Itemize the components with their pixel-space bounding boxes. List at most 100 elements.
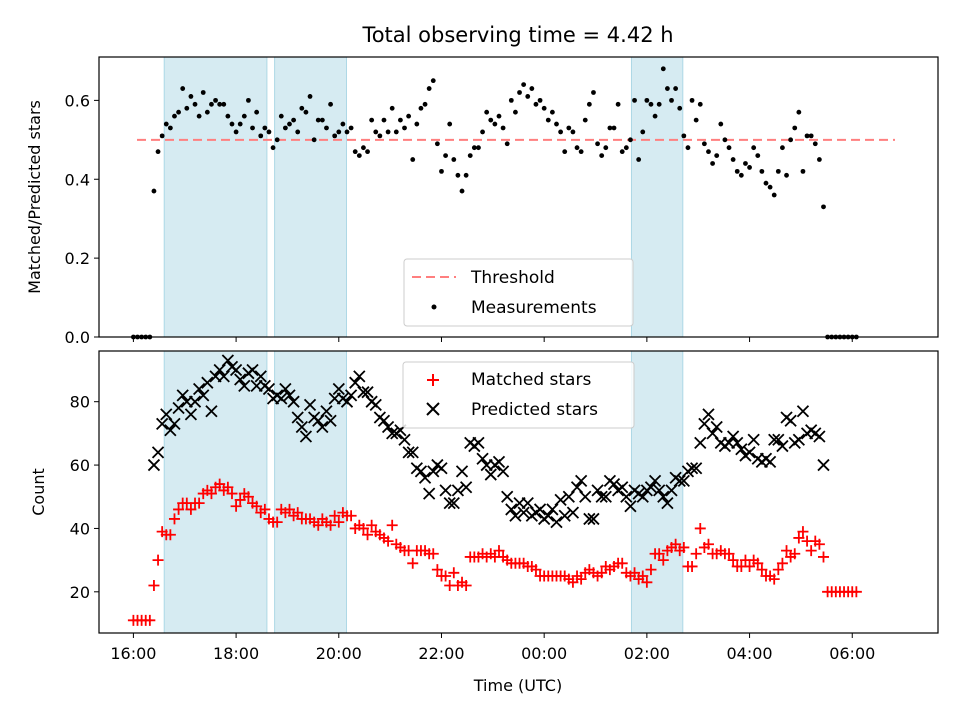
measurement-point bbox=[303, 109, 309, 115]
matched-star-point bbox=[168, 513, 180, 525]
measurement-point bbox=[369, 117, 375, 123]
predicted-star-point bbox=[217, 370, 230, 383]
measurement-point bbox=[767, 184, 773, 190]
predicted-star-point bbox=[476, 452, 489, 465]
predicted-star-point bbox=[427, 465, 440, 478]
predicted-star-point bbox=[501, 490, 514, 503]
measurement-point bbox=[796, 109, 802, 115]
predicted-star-point bbox=[262, 382, 276, 396]
matched-star-point bbox=[357, 522, 369, 534]
predicted-star-point bbox=[484, 468, 497, 481]
measurement-point bbox=[665, 86, 670, 91]
predicted-star-point bbox=[595, 490, 608, 503]
predicted-stars-series bbox=[147, 354, 830, 529]
top-y-ticks: 0.0 0.2 0.4 0.6 bbox=[65, 91, 99, 347]
measurement-point bbox=[217, 101, 223, 107]
matched-star-point bbox=[776, 557, 788, 569]
predicted-star-point bbox=[344, 389, 358, 402]
measurement-point bbox=[644, 97, 650, 103]
predicted-star-point bbox=[620, 490, 633, 503]
predicted-star-point bbox=[796, 405, 810, 418]
predicted-star-point bbox=[229, 363, 243, 377]
measurement-point bbox=[738, 172, 744, 178]
measurement-point bbox=[816, 157, 822, 162]
measurement-point bbox=[406, 113, 412, 119]
predicted-star-point bbox=[591, 484, 604, 497]
predicted-star-point bbox=[657, 490, 670, 503]
predicted-star-point bbox=[418, 471, 432, 484]
measurement-point bbox=[578, 149, 584, 155]
matched-star-point bbox=[805, 545, 817, 557]
measurement-point bbox=[295, 129, 301, 135]
predicted-star-point bbox=[472, 436, 485, 450]
predicted-star-point bbox=[221, 354, 235, 367]
measurement-point bbox=[775, 168, 781, 174]
predicted-star-point bbox=[377, 414, 391, 427]
measurement-point bbox=[319, 117, 325, 123]
matched-star-point bbox=[460, 579, 472, 591]
measurement-point bbox=[574, 145, 580, 151]
matched-star-point bbox=[727, 554, 739, 566]
predicted-star-point bbox=[234, 373, 247, 386]
measurement-point bbox=[701, 141, 707, 147]
bottom-y-ticks: 20 40 60 80 bbox=[70, 393, 99, 602]
measurement-point bbox=[459, 188, 465, 194]
measurement-point bbox=[517, 90, 522, 95]
matched-star-point bbox=[657, 554, 669, 566]
predicted-star-point bbox=[353, 370, 366, 383]
matched-star-point bbox=[575, 573, 587, 585]
measurement-point bbox=[808, 133, 814, 139]
x-tick-label: 22:00 bbox=[418, 644, 464, 663]
predicted-star-point bbox=[817, 458, 830, 472]
predicted-star-point bbox=[558, 509, 571, 522]
measurement-point bbox=[784, 172, 789, 178]
predicted-star-point bbox=[172, 401, 185, 415]
measurement-point bbox=[336, 129, 342, 135]
matched-star-point bbox=[850, 586, 862, 598]
predicted-star-point bbox=[579, 490, 592, 503]
measurement-point bbox=[648, 101, 654, 107]
measurement-point bbox=[500, 125, 506, 131]
predicted-star-point bbox=[772, 433, 785, 446]
measurement-point bbox=[726, 145, 732, 151]
measurement-point bbox=[159, 133, 165, 139]
predicted-star-point bbox=[435, 462, 448, 475]
legend-measurements-swatch bbox=[431, 304, 437, 310]
predicted-star-point bbox=[784, 414, 797, 427]
matched-star-point bbox=[222, 481, 234, 493]
measurement-point bbox=[385, 129, 391, 135]
matched-star-point bbox=[813, 538, 825, 550]
predicted-star-point bbox=[279, 382, 292, 396]
measurement-point bbox=[804, 133, 810, 139]
predicted-star-point bbox=[685, 462, 699, 475]
measurement-point bbox=[652, 113, 658, 119]
measurement-point bbox=[430, 78, 436, 84]
measurement-point bbox=[529, 86, 535, 91]
measurement-point bbox=[352, 149, 358, 155]
matched-star-point bbox=[427, 548, 439, 560]
predicted-star-point bbox=[763, 455, 777, 469]
matched-star-point bbox=[678, 541, 690, 553]
predicted-star-point bbox=[546, 503, 559, 516]
matched-star-point bbox=[292, 507, 304, 519]
matched-star-point bbox=[493, 545, 505, 557]
predicted-star-point bbox=[447, 496, 460, 510]
measurement-point bbox=[722, 137, 728, 143]
measurement-point bbox=[603, 145, 609, 151]
measurement-point bbox=[533, 101, 539, 107]
measurement-point bbox=[496, 113, 502, 119]
predicted-star-point bbox=[731, 436, 744, 450]
measurement-point bbox=[570, 129, 576, 135]
predicted-star-point bbox=[661, 496, 674, 510]
matched-star-point bbox=[164, 529, 176, 541]
measurement-point bbox=[246, 97, 251, 103]
measurement-point bbox=[710, 161, 715, 166]
predicted-star-point bbox=[706, 427, 719, 440]
measurement-point bbox=[759, 168, 765, 174]
matched-star-point bbox=[723, 548, 735, 560]
matched-star-point bbox=[230, 500, 242, 512]
matched-star-point bbox=[173, 503, 185, 515]
measurement-point bbox=[771, 192, 777, 198]
measurement-point bbox=[348, 125, 354, 131]
chart-title: Total observing time = 4.42 h bbox=[361, 23, 673, 47]
